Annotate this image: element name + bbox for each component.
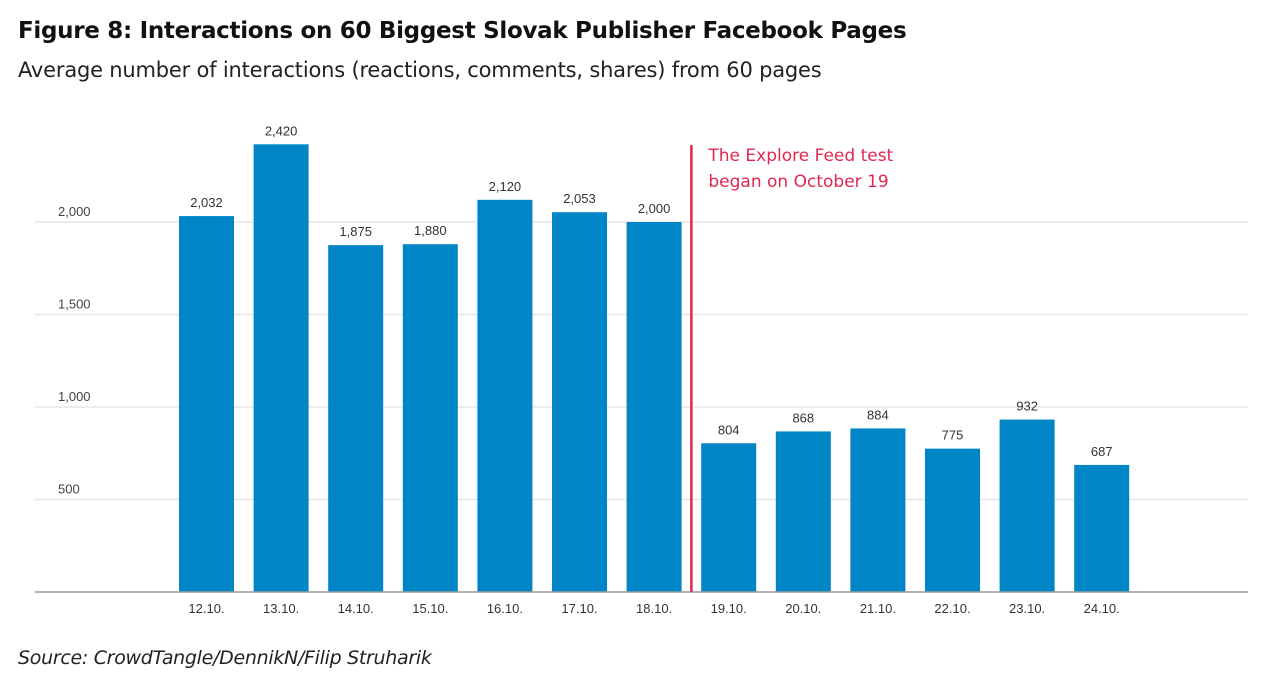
bar xyxy=(477,199,533,593)
x-tick-label: 15.10. xyxy=(412,601,448,616)
x-tick-label: 13.10. xyxy=(263,601,299,616)
annotation-text: The Explore Feed test xyxy=(707,146,893,166)
bar xyxy=(775,431,831,592)
data-label: 1,880 xyxy=(414,223,447,238)
x-tick-label: 21.10. xyxy=(860,601,896,616)
annotation-text: began on October 19 xyxy=(708,172,888,192)
bar xyxy=(1074,464,1130,592)
data-label: 868 xyxy=(792,410,814,425)
bar xyxy=(179,216,234,592)
data-label: 2,420 xyxy=(265,123,298,138)
bar xyxy=(253,144,309,593)
data-label: 2,120 xyxy=(489,179,522,194)
bar xyxy=(328,245,384,592)
bar xyxy=(626,222,682,592)
data-label: 2,000 xyxy=(638,201,671,216)
bar xyxy=(402,244,458,592)
data-label: 1,875 xyxy=(339,224,372,239)
bar xyxy=(701,443,757,592)
data-label: 687 xyxy=(1091,444,1113,459)
y-tick-label: 500 xyxy=(58,482,80,497)
data-label: 932 xyxy=(1016,399,1038,414)
x-tick-label: 23.10. xyxy=(1009,601,1045,616)
data-label: 804 xyxy=(718,422,740,437)
chart-subtitle: Average number of interactions (reaction… xyxy=(18,58,822,82)
data-label: 2,053 xyxy=(563,191,596,206)
data-label: 884 xyxy=(867,407,889,422)
x-tick-label: 12.10. xyxy=(188,601,224,616)
x-tick-label: 20.10. xyxy=(785,601,821,616)
bar xyxy=(999,419,1055,592)
x-tick-label: 24.10. xyxy=(1084,601,1120,616)
chart-title: Figure 8: Interactions on 60 Biggest Slo… xyxy=(18,18,907,44)
data-label: 2,032 xyxy=(190,195,223,210)
bar xyxy=(850,428,906,592)
y-tick-label: 2,000 xyxy=(58,204,91,219)
x-tick-label: 16.10. xyxy=(487,601,523,616)
bar xyxy=(552,212,607,592)
x-tick-label: 14.10. xyxy=(338,601,374,616)
source-note: Source: CrowdTangle/DennikN/Filip Struha… xyxy=(18,647,432,669)
data-label: 775 xyxy=(942,428,964,443)
x-tick-label: 19.10. xyxy=(711,601,747,616)
x-tick-label: 18.10. xyxy=(636,601,672,616)
x-tick-label: 22.10. xyxy=(934,601,970,616)
y-tick-label: 1,000 xyxy=(58,389,91,404)
x-tick-label: 17.10. xyxy=(561,601,597,616)
y-tick-label: 1,500 xyxy=(58,297,91,312)
bar xyxy=(925,448,980,592)
